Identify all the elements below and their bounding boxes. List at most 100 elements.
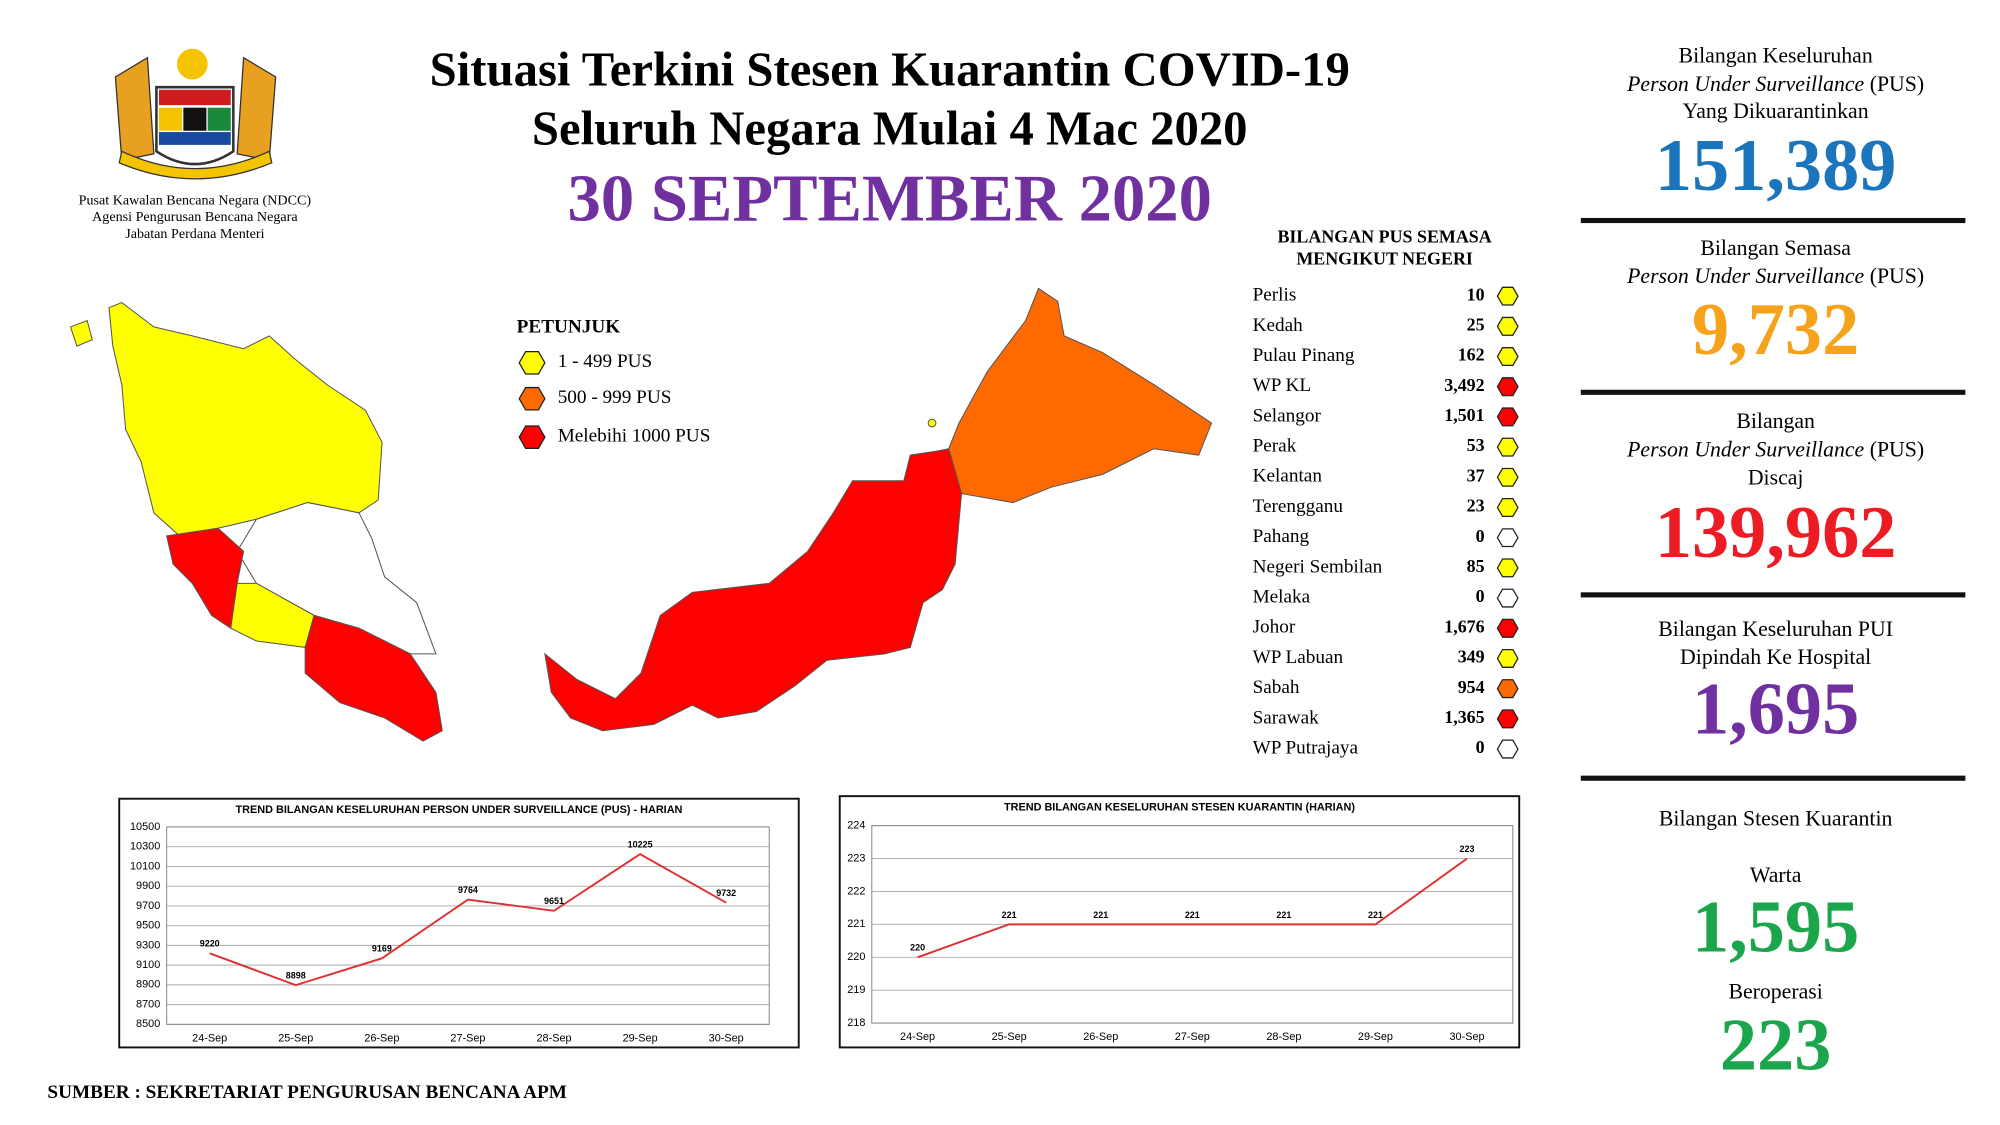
y-tick-label: 8700 [136,998,160,1010]
state-marker [1496,618,1519,638]
y-tick-label: 9700 [136,900,160,912]
y-tick-label: 9100 [136,959,160,971]
trend-chart: TREND BILANGAN KESELURUHAN STESEN KUARAN… [838,795,1521,1049]
divider [1580,389,1966,395]
state-name: Terengganu [1253,496,1344,517]
y-tick-label: 10100 [130,860,160,872]
state-value: 0 [1476,526,1485,546]
state-marker [1496,679,1519,699]
chart-title: TREND BILANGAN KESELURUHAN PERSON UNDER … [236,804,683,816]
state-name: Perak [1253,436,1297,457]
stat-label: Bilangan Keseluruhan PUI [1658,617,1893,641]
x-tick-label: 25-Sep [278,1032,313,1044]
state-name: WP Putrajaya [1253,737,1359,758]
state-marker [1496,709,1519,729]
stat-label: Bilangan Keseluruhan [1679,44,1873,68]
stat-value: 139,962 [1655,492,1897,574]
x-tick-label: 27-Sep [450,1032,485,1044]
data-label: 221 [1185,910,1200,920]
stat-term: Person Under Surveillance [1626,264,1864,288]
state-value: 1,501 [1444,405,1484,425]
x-tick-label: 24-Sep [900,1031,935,1043]
state-value: 0 [1476,737,1485,757]
stat-label: Dipindah Ke Hospital [1680,645,1871,669]
stat-term-suffix: (PUS) [1870,264,1924,288]
data-label: 9169 [372,944,392,954]
logo-caption: Jabatan Perdana Menteri [125,226,264,242]
stat-label: Yang Dikuarantinkan [1683,99,1869,123]
x-tick-label: 29-Sep [623,1032,658,1044]
state-marker [1496,407,1519,427]
chart-frame [838,795,1521,1049]
legend-swatch [518,386,546,411]
stat-label: Person Under Surveillance (PUS) [1626,72,1924,96]
source: SUMBER : SEKRETARIAT PENGURUSAN BENCANA … [47,1082,567,1103]
state-name: Negeri Sembilan [1253,556,1383,577]
data-label: 10225 [628,839,653,849]
state-value: 85 [1467,556,1485,576]
state-value: 37 [1467,465,1485,485]
subtitle: Seluruh Negara Mulai 4 Mac 2020 [532,102,1248,156]
state-value: 1,365 [1444,707,1484,727]
stat-value: 1,595 [1692,887,1859,969]
y-tick-label: 220 [847,951,865,963]
x-tick-label: 28-Sep [536,1032,571,1044]
y-tick-label: 218 [847,1017,865,1029]
stat-label: Warta [1750,863,1802,887]
state-name: WP Labuan [1253,647,1344,668]
state-value: 10 [1467,284,1485,304]
legend-label: 500 - 999 PUS [558,387,672,408]
state-name: WP KL [1253,375,1312,396]
y-tick-label: 219 [847,984,865,996]
date: 30 SEPTEMBER 2020 [568,162,1212,235]
logo-caption: Pusat Kawalan Bencana Negara (NDCC) [79,193,312,209]
state-marker [1496,739,1519,759]
state-name: Johor [1253,617,1296,638]
x-tick-label: 26-Sep [1083,1031,1118,1043]
y-tick-label: 222 [847,885,865,897]
state-name: Sarawak [1253,707,1320,728]
state-table-title: MENGIKUT NEGERI [1296,248,1473,268]
state-value: 0 [1476,586,1485,606]
y-tick-label: 9900 [136,880,160,892]
state-name: Kelantan [1253,466,1323,487]
legend-swatch [518,425,546,449]
stat-value: 151,389 [1655,125,1897,207]
x-tick-label: 30-Sep [1449,1031,1484,1043]
state-marker [1496,467,1519,487]
x-tick-label: 29-Sep [1358,1031,1393,1043]
stat-label: Beroperasi [1728,980,1822,1004]
data-label: 221 [1002,910,1017,920]
data-label: 223 [1460,844,1475,854]
state-value: 25 [1467,314,1485,334]
map [69,287,1213,742]
state-table: BILANGAN PUS SEMASA MENGIKUT NEGERI Perl… [1253,227,1519,759]
state-marker [1496,558,1519,578]
divider [1580,217,1966,224]
state-marker [1496,648,1519,668]
data-label: 9220 [200,939,220,949]
stat-term-suffix: (PUS) [1870,437,1924,461]
state-marker [1496,588,1519,608]
data-label: 221 [1276,910,1291,920]
stat-label: Bilangan Semasa [1700,236,1851,260]
legend-label: Melebihi 1000 PUS [558,426,711,447]
logo-caption: Agensi Pengurusan Bencana Negara [92,209,298,225]
stat-label: Bilangan Stesen Kuarantin [1659,807,1893,831]
state-marker [1496,437,1519,457]
data-label: 8898 [286,970,306,980]
title: Situasi Terkini Stesen Kuarantin COVID-1… [430,43,1350,97]
y-tick-label: 9300 [136,939,160,951]
trend-chart: TREND BILANGAN KESELURUHAN PERSON UNDER … [118,797,800,1049]
state-name: Melaka [1253,586,1311,607]
stat-value: 223 [1720,1005,1832,1087]
state-value: 3,492 [1444,375,1484,395]
state-value: 162 [1458,345,1485,365]
stats-panel: Bilangan Keseluruhan Person Under Survei… [1580,44,1966,1087]
y-tick-label: 224 [847,820,865,832]
x-tick-label: 26-Sep [364,1032,399,1044]
stat-term-suffix: (PUS) [1870,72,1924,96]
coat-of-arms [114,48,277,180]
